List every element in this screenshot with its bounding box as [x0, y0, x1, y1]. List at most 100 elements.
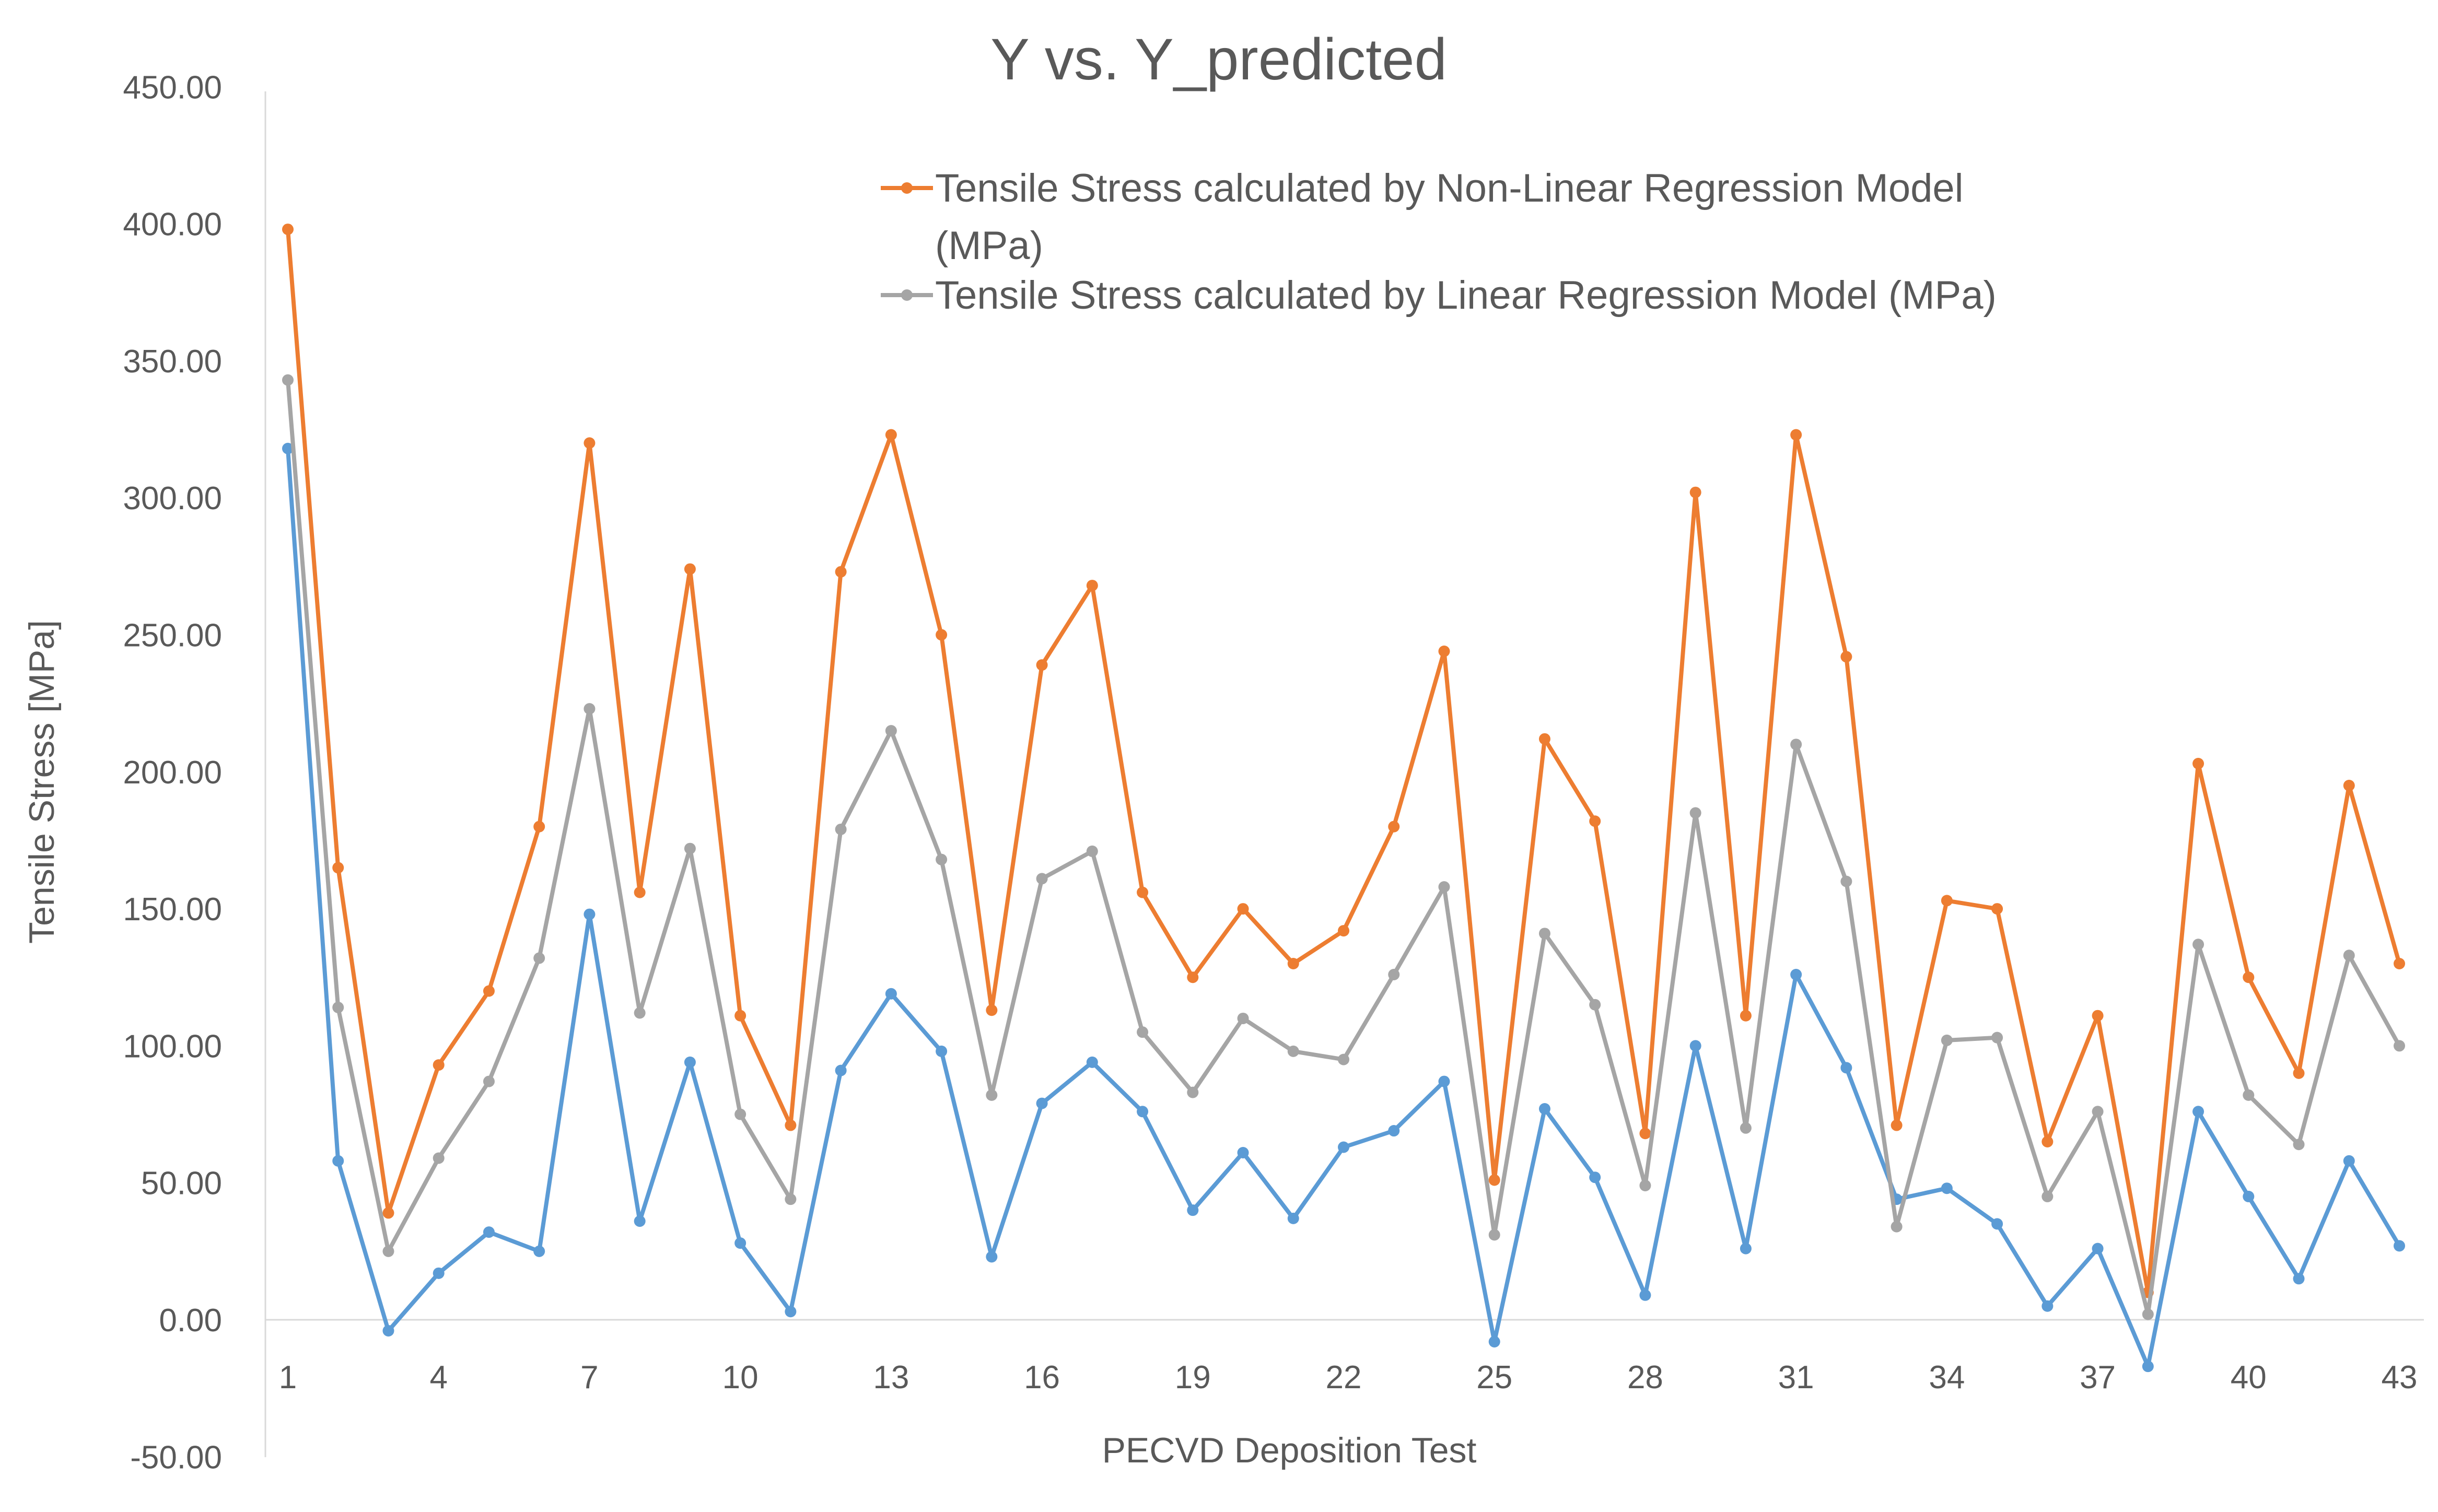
data-point [1338, 1141, 1349, 1153]
data-point [2042, 1136, 2054, 1148]
data-point [734, 1237, 746, 1249]
x-tick-label: 43 [2382, 1359, 2418, 1396]
data-point [2243, 1190, 2255, 1202]
data-point [2343, 950, 2355, 962]
data-point [1438, 645, 1450, 657]
data-point [1086, 1056, 1098, 1068]
legend-item: Tensile Stress calculated by Linear Regr… [881, 273, 1997, 318]
data-point [734, 1010, 746, 1022]
legend-item: Tensile Stress calculated by Non-Linear … [881, 166, 1964, 268]
data-point [1991, 1032, 2003, 1044]
data-point [533, 1245, 545, 1257]
data-point [885, 988, 897, 1000]
y-tick-label: 250.00 [123, 618, 222, 654]
x-tick-label: 16 [1024, 1359, 1060, 1396]
data-point [684, 1056, 696, 1068]
data-point [1790, 429, 1802, 441]
data-point [533, 952, 545, 964]
data-point [1790, 969, 1802, 981]
data-point [1287, 1212, 1299, 1224]
data-point [1840, 651, 1852, 663]
data-point [1438, 1075, 1450, 1087]
data-point [1941, 1182, 1953, 1194]
data-point [1488, 1174, 1500, 1186]
data-point [2192, 1106, 2204, 1118]
data-point [2142, 1361, 2154, 1373]
data-point [986, 1089, 998, 1101]
data-point [634, 886, 646, 898]
data-point [584, 703, 596, 715]
data-point [835, 1064, 847, 1076]
y-tick-label: 150.00 [123, 892, 222, 928]
data-point [1086, 845, 1098, 857]
data-point [2243, 971, 2255, 983]
data-point [382, 1207, 394, 1219]
data-point [1689, 1040, 1701, 1052]
data-point [2343, 1155, 2355, 1167]
data-point [2293, 1067, 2305, 1079]
data-point [936, 853, 948, 865]
x-tick-label: 7 [580, 1359, 598, 1396]
data-point [1338, 925, 1349, 937]
data-point [1187, 1204, 1199, 1216]
data-point [332, 862, 344, 874]
data-point [1589, 1171, 1601, 1183]
data-point [1639, 1128, 1651, 1140]
data-point [634, 1215, 646, 1227]
data-point [1187, 1086, 1199, 1098]
legend: Tensile Stress calculated by Non-Linear … [881, 166, 1997, 318]
data-point [986, 1251, 998, 1263]
y-tick-label: 200.00 [123, 755, 222, 791]
data-point [1538, 928, 1550, 940]
data-point [2192, 939, 2204, 951]
data-point [634, 1007, 646, 1019]
x-tick-label: 19 [1175, 1359, 1211, 1396]
data-point [1036, 873, 1048, 885]
data-point [684, 563, 696, 575]
y-tick-label: -50.00 [130, 1439, 222, 1475]
data-point [1338, 1053, 1349, 1065]
x-tick-label: 40 [2231, 1359, 2267, 1396]
data-point [1840, 1062, 1852, 1074]
data-point [835, 823, 847, 835]
data-point [785, 1193, 797, 1205]
data-point [1086, 580, 1098, 592]
x-tick-label: 34 [1929, 1359, 1965, 1396]
data-point [1840, 875, 1852, 887]
data-point [1639, 1289, 1651, 1301]
data-point [282, 224, 294, 236]
data-point [483, 1075, 495, 1087]
data-point [533, 821, 545, 833]
data-point [1488, 1229, 1500, 1241]
y-tick-label: 0.00 [159, 1303, 222, 1339]
series-1 [282, 442, 2405, 1373]
data-point [986, 1004, 998, 1016]
data-point [1740, 1243, 1752, 1255]
x-tick-label: 10 [722, 1359, 759, 1396]
data-point [1538, 733, 1550, 745]
x-tick-label: 13 [873, 1359, 909, 1396]
y-tick-label: 50.00 [141, 1166, 222, 1202]
x-tick-label: 31 [1778, 1359, 1814, 1396]
data-point [1740, 1010, 1752, 1022]
data-point [1137, 1106, 1149, 1118]
data-point [1036, 659, 1048, 671]
data-point [1036, 1097, 1048, 1109]
data-point [2142, 1308, 2154, 1320]
data-point [1488, 1335, 1500, 1347]
data-point [382, 1325, 394, 1337]
data-point [1388, 969, 1400, 981]
x-tick-label: 28 [1627, 1359, 1663, 1396]
data-point [483, 985, 495, 997]
data-point [433, 1267, 445, 1279]
y-tick-label: 400.00 [123, 207, 222, 243]
data-point [1891, 1221, 1903, 1233]
data-point [1589, 815, 1601, 827]
data-point [1689, 486, 1701, 498]
x-tick-label: 25 [1476, 1359, 1512, 1396]
chart-title: Y vs. Y_predicted [990, 27, 1447, 92]
y-tick-label: 300.00 [123, 480, 222, 517]
data-point [1689, 807, 1701, 819]
data-point [1639, 1179, 1651, 1191]
data-point [2042, 1300, 2054, 1312]
